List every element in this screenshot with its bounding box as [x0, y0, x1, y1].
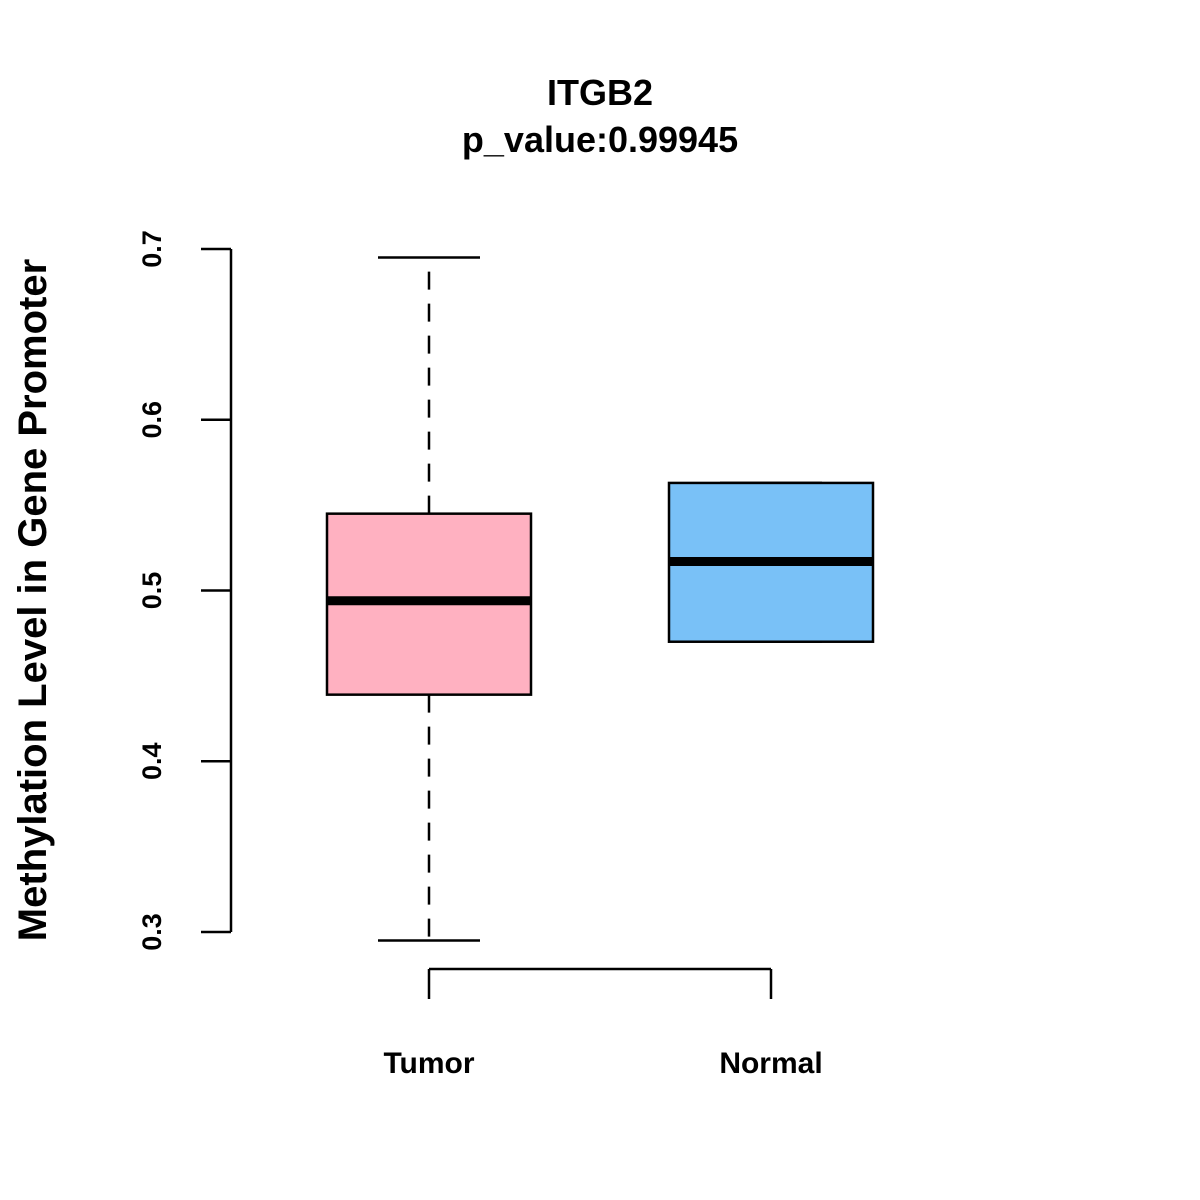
box-tumor — [325, 256, 533, 942]
boxes — [325, 256, 875, 942]
y-tick-label: 0.3 — [137, 913, 167, 951]
y-axis-label: Methylation Level in Gene Promoter — [11, 259, 55, 941]
y-axis: 0.3 0.4 0.5 0.6 0.7 — [137, 230, 773, 999]
category-label-tumor: Tumor — [383, 1047, 474, 1080]
chart-title: ITGB2 — [547, 72, 653, 113]
y-tick-label: 0.4 — [137, 742, 167, 780]
chart-subtitle: p_value:0.99945 — [462, 119, 738, 160]
y-tick-label: 0.7 — [137, 230, 167, 268]
y-tick-label: 0.5 — [137, 572, 167, 610]
y-tick-label: 0.6 — [137, 401, 167, 439]
category-labels: Tumor Normal — [383, 1047, 822, 1080]
box-normal — [667, 481, 875, 643]
category-label-normal: Normal — [719, 1047, 822, 1080]
